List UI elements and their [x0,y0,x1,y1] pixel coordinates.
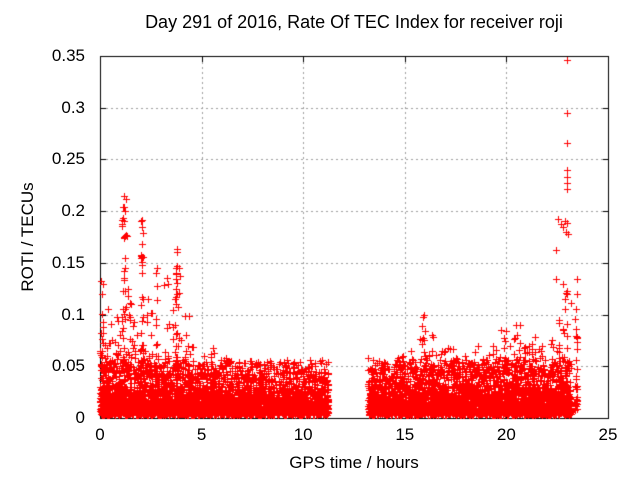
y-tick-label: 0.1 [61,304,85,324]
chart-title: Day 291 of 2016, Rate Of TEC Index for r… [145,12,563,32]
x-axis-title: GPS time / hours [289,453,419,472]
y-tick-label: 0.15 [51,252,85,272]
y-tick-label: 0.25 [51,149,85,169]
x-tick-label: 25 [598,425,618,444]
x-tick-label: 10 [293,425,313,444]
y-tick-label: 0.05 [51,356,85,376]
y-tick-label: 0.35 [51,46,85,65]
x-tick-label: 20 [496,425,516,444]
y-axis-title: ROTI / TECUs [18,182,37,292]
x-tick-label: 0 [95,425,105,444]
y-tick-label: 0.2 [61,201,85,221]
y-tick-label: 0.3 [61,97,85,117]
x-tick-label: 15 [395,425,415,444]
x-tick-label: 5 [196,425,207,444]
y-tick-label: 0 [75,408,85,427]
